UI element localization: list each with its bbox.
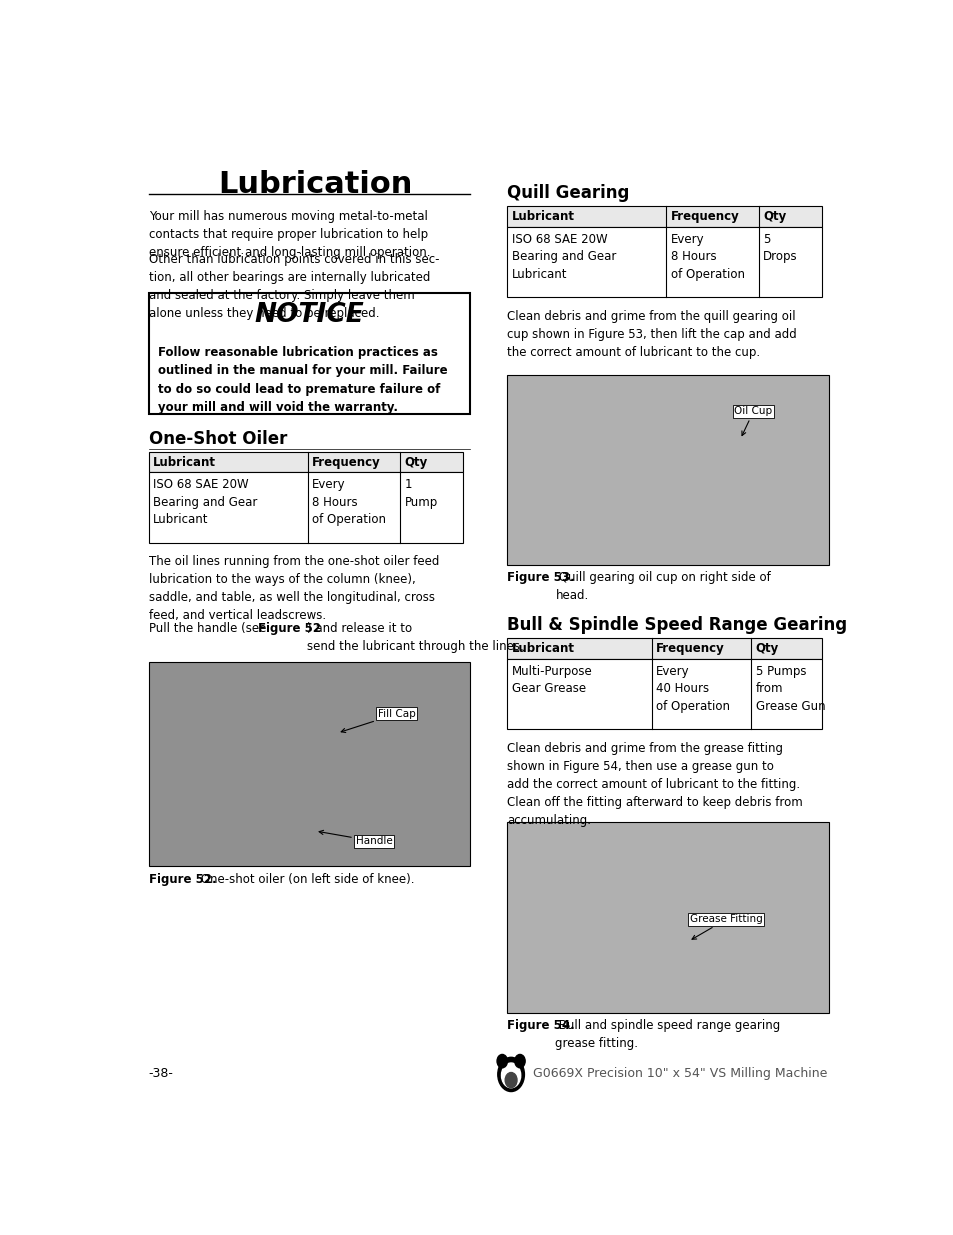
Circle shape <box>501 1063 520 1088</box>
Text: Handle: Handle <box>319 830 393 846</box>
Point <box>752 199 763 214</box>
Point <box>302 536 314 551</box>
Text: Every
8 Hours
of Operation: Every 8 Hours of Operation <box>670 233 744 280</box>
Text: Bull & Spindle Speed Range Gearing: Bull & Spindle Speed Range Gearing <box>507 616 846 634</box>
Point <box>645 721 657 736</box>
Text: Frequency: Frequency <box>670 210 739 224</box>
Point <box>395 445 406 459</box>
Text: G0669X Precision 10" x 54" VS Milling Machine: G0669X Precision 10" x 54" VS Milling Ma… <box>533 1067 827 1081</box>
Point <box>659 290 671 305</box>
Point <box>659 220 671 235</box>
Text: One-Shot Oiler: One-Shot Oiler <box>149 430 287 447</box>
Text: 5
Drops: 5 Drops <box>762 233 797 263</box>
Text: Lubrication: Lubrication <box>218 170 412 199</box>
Bar <box>507 823 828 1013</box>
Bar <box>507 658 821 729</box>
Point <box>752 290 763 305</box>
Text: ) and release it to
send the lubricant through the lines.: ) and release it to send the lubricant t… <box>307 621 523 653</box>
Point <box>464 441 476 456</box>
Point <box>302 466 314 480</box>
Bar <box>149 452 462 473</box>
Point <box>395 536 406 551</box>
Text: Clean debris and grime from the grease fitting
shown in Figure 54, then use a gr: Clean debris and grime from the grease f… <box>507 741 802 826</box>
Point <box>302 466 314 480</box>
Point <box>143 186 154 201</box>
Circle shape <box>497 1057 524 1092</box>
Point <box>659 199 671 214</box>
Bar <box>149 293 470 415</box>
Text: Every
40 Hours
of Operation: Every 40 Hours of Operation <box>656 664 729 713</box>
Point <box>659 220 671 235</box>
Text: Multi-Purpose
Gear Grease: Multi-Purpose Gear Grease <box>512 664 592 695</box>
Point <box>745 651 757 666</box>
Bar <box>507 206 821 227</box>
Text: Quill Gearing: Quill Gearing <box>507 184 629 203</box>
Point <box>645 651 657 666</box>
Point <box>745 651 757 666</box>
Bar <box>149 662 470 866</box>
Bar <box>507 638 821 658</box>
Text: Qty: Qty <box>755 642 779 655</box>
Text: Lubricant: Lubricant <box>512 642 575 655</box>
Circle shape <box>515 1055 524 1068</box>
Text: Quill gearing oil cup on right side of
head.: Quill gearing oil cup on right side of h… <box>555 572 770 603</box>
Text: Figure 53.: Figure 53. <box>507 572 575 584</box>
Text: 5 Pumps
from
Grease Gun: 5 Pumps from Grease Gun <box>755 664 824 713</box>
Text: Pull the handle (see: Pull the handle (see <box>149 621 270 635</box>
Text: Figure 54.: Figure 54. <box>507 1019 575 1032</box>
Text: Follow reasonable lubrication practices as
outlined in the manual for your mill.: Follow reasonable lubrication practices … <box>157 346 447 415</box>
Text: -38-: -38- <box>149 1067 173 1081</box>
Text: Figure 52: Figure 52 <box>258 621 321 635</box>
Text: Frequency: Frequency <box>656 642 724 655</box>
Point <box>752 220 763 235</box>
Text: Grease Fitting: Grease Fitting <box>689 914 762 940</box>
Point <box>302 445 314 459</box>
Text: Fill Cap: Fill Cap <box>341 709 416 732</box>
Text: ISO 68 SAE 20W
Bearing and Gear
Lubricant: ISO 68 SAE 20W Bearing and Gear Lubrican… <box>153 478 257 526</box>
Point <box>645 651 657 666</box>
Bar <box>149 473 462 543</box>
Text: Oil Cup: Oil Cup <box>734 406 772 436</box>
Text: The oil lines running from the one-shot oiler feed
lubrication to the ways of th: The oil lines running from the one-shot … <box>149 556 438 622</box>
Text: Your mill has numerous moving metal-to-metal
contacts that require proper lubric: Your mill has numerous moving metal-to-m… <box>149 210 430 259</box>
Point <box>395 466 406 480</box>
Circle shape <box>497 1055 507 1068</box>
Text: Other than lubrication points covered in this sec-
tion, all other bearings are : Other than lubrication points covered in… <box>149 253 439 320</box>
Text: Qty: Qty <box>404 456 428 468</box>
Point <box>745 721 757 736</box>
Text: Frequency: Frequency <box>312 456 380 468</box>
Text: Qty: Qty <box>762 210 785 224</box>
Text: ISO 68 SAE 20W
Bearing and Gear
Lubricant: ISO 68 SAE 20W Bearing and Gear Lubrican… <box>512 233 616 280</box>
Point <box>745 631 757 646</box>
Point <box>645 631 657 646</box>
Point <box>395 466 406 480</box>
Point <box>752 220 763 235</box>
Point <box>464 186 476 201</box>
Circle shape <box>505 1072 517 1088</box>
Text: Every
8 Hours
of Operation: Every 8 Hours of Operation <box>312 478 386 526</box>
Text: 1
Pump: 1 Pump <box>404 478 437 509</box>
Text: NOTICE: NOTICE <box>254 303 364 329</box>
Text: Lubricant: Lubricant <box>153 456 216 468</box>
Text: Figure 52.: Figure 52. <box>149 873 216 885</box>
Text: Clean debris and grime from the quill gearing oil
cup shown in Figure 53, then l: Clean debris and grime from the quill ge… <box>507 310 797 359</box>
Text: Bull and spindle speed range gearing
grease fitting.: Bull and spindle speed range gearing gre… <box>555 1019 780 1050</box>
Text: One-shot oiler (on left side of knee).: One-shot oiler (on left side of knee). <box>196 873 414 885</box>
Point <box>143 441 154 456</box>
Bar <box>507 374 828 564</box>
Text: Lubricant: Lubricant <box>512 210 575 224</box>
Bar <box>507 227 821 298</box>
